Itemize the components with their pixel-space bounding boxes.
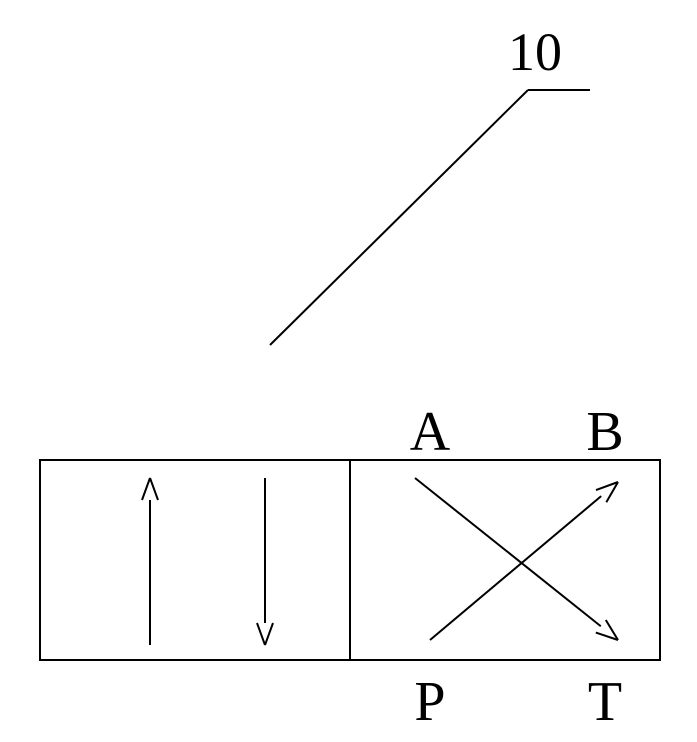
left-arrow-up-head: [142, 478, 150, 500]
port-label-p: P: [414, 671, 445, 733]
left-arrow-down-head: [257, 623, 265, 645]
component-label: 10: [508, 22, 562, 82]
valve-schematic: 10 A B P T: [0, 0, 697, 742]
left-arrow-down-head: [265, 623, 273, 645]
leader-line: [270, 90, 528, 345]
port-label-b: B: [586, 401, 623, 463]
left-arrow-up-head: [150, 478, 158, 500]
port-label-t: T: [588, 671, 622, 733]
port-label-a: A: [410, 401, 451, 463]
right-arrow-p-b: [430, 496, 601, 640]
right-arrow-a-t: [415, 478, 601, 626]
